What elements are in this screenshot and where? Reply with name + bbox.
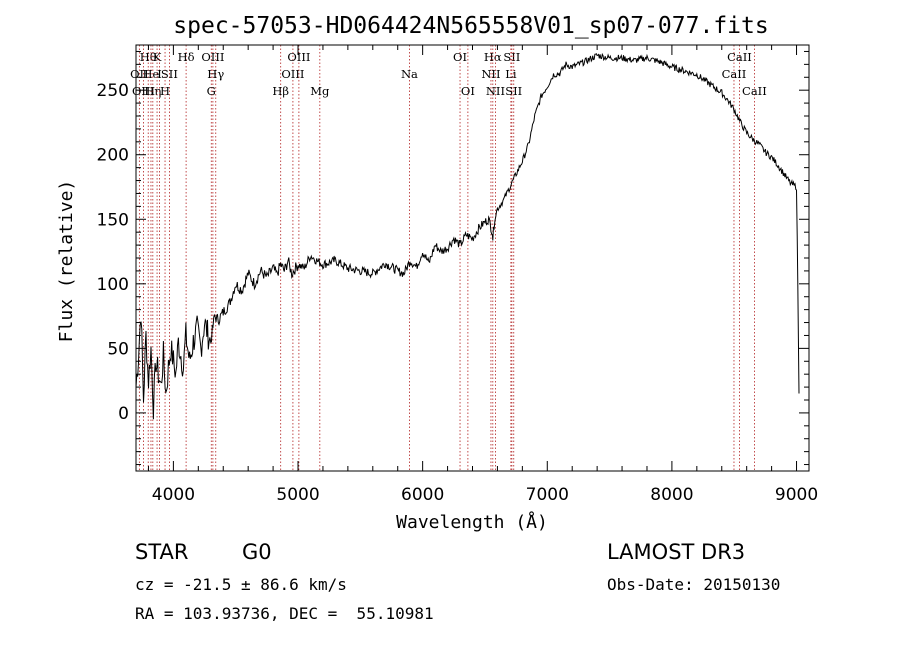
- spectral-line-label-16: Mg: [310, 84, 330, 98]
- object-class: STAR: [135, 540, 189, 564]
- y-tick-label-150: 150: [97, 210, 129, 230]
- spectrum-flux-line: [135, 52, 800, 420]
- survey-name: LAMOST DR3: [607, 540, 746, 564]
- plot-frame: [135, 44, 810, 472]
- spectral-line-label-8: SII: [161, 67, 178, 81]
- x-axis-label: Wavelength (Å): [396, 511, 548, 533]
- spectral-line-label-12: G: [207, 84, 216, 98]
- spectral-line-label-3: He: [143, 67, 160, 81]
- y-tick-label-250: 250: [97, 81, 129, 101]
- obs-date: Obs-Date: 20150130: [607, 575, 781, 594]
- spectral-line-label-25: SII: [505, 84, 522, 98]
- y-tick-label-200: 200: [97, 146, 129, 166]
- spectral-line-label-27: CaII: [722, 67, 747, 81]
- spectral-line-label-21: NII: [481, 67, 500, 81]
- spectral-line-label-11: Hγ: [207, 67, 224, 81]
- axis-ticks: 4000 5000 6000 7000 8000 9000 0 50 100 150 200 250: [97, 45, 818, 505]
- spectral-line-label-6: I: [157, 67, 162, 81]
- y-tick-label-100: 100: [97, 275, 129, 295]
- x-tick-label-6000: 6000: [401, 485, 444, 505]
- spectral-line-label-2: OIII: [132, 84, 155, 98]
- x-tick-label-8000: 8000: [650, 485, 693, 505]
- x-tick-label-7000: 7000: [526, 485, 569, 505]
- spectral-line-label-24: Li: [505, 67, 517, 81]
- x-tick-label-5000: 5000: [276, 485, 319, 505]
- redshift-readout: cz = -21.5 ± 86.6 km/s: [135, 575, 347, 594]
- spectral-line-label-4: Hη: [144, 84, 161, 98]
- spectral-line-label-18: OI: [453, 50, 467, 64]
- chart-title: spec-57053-HD064424N565558V01_sp07-077.f…: [173, 13, 768, 39]
- spectral-line-label-13: Hβ: [272, 84, 289, 98]
- spectral-line-label-9: Hδ: [178, 50, 195, 64]
- coordinates: RA = 103.93736, DEC = 55.10981: [135, 604, 434, 623]
- x-tick-label-9000: 9000: [775, 485, 818, 505]
- spectral-line-label-17: Na: [401, 67, 418, 81]
- spectral-line-label-10: OIII: [201, 50, 224, 64]
- spectral-line-label-1: OII: [130, 67, 149, 81]
- spectral-line-label-23: SII: [503, 50, 520, 64]
- spectral-line-label-22: NII: [486, 84, 505, 98]
- spectral-line-label-26: CaII: [727, 50, 752, 64]
- spectral-line-label-14: OIII: [281, 67, 304, 81]
- x-tick-label-4000: 4000: [152, 485, 195, 505]
- object-subclass: G0: [242, 540, 272, 564]
- y-tick-label-0: 0: [118, 404, 129, 424]
- y-axis-label: Flux (relative): [56, 180, 77, 343]
- spectral-line-label-28: CaII: [742, 84, 767, 98]
- y-tick-label-50: 50: [107, 339, 129, 359]
- spectral-line-label-7: H: [160, 84, 170, 98]
- spectral-line-label-15: OIII: [287, 50, 310, 64]
- spectral-line-label-19: OI: [461, 84, 475, 98]
- spectral-line-label-5: K: [153, 50, 162, 64]
- spectral-line-label-20: Hα: [484, 50, 502, 64]
